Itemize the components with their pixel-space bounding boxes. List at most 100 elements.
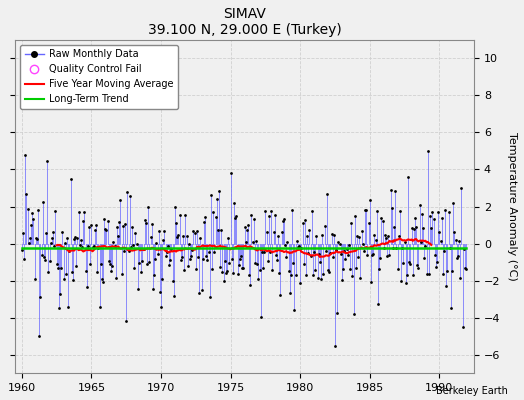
Point [24, 206, 32, 212]
Point [220, 277, 228, 284]
Point [179, 233, 187, 239]
Point [190, 230, 199, 236]
Point [31, 235, 40, 242]
Point [141, 220, 150, 226]
Point [140, 217, 149, 223]
Point [165, 262, 173, 268]
Point [273, 256, 281, 263]
Point [75, 242, 84, 248]
Point [351, 213, 359, 219]
Point [357, 228, 366, 234]
Point [168, 278, 177, 284]
Point [319, 271, 328, 278]
Point [293, 244, 302, 251]
Point [267, 208, 276, 214]
Point [241, 224, 249, 230]
Point [177, 257, 185, 264]
Point [458, 324, 467, 330]
Point [225, 260, 234, 267]
Point [113, 223, 121, 230]
Point [89, 244, 97, 250]
Point [367, 279, 375, 285]
Point [350, 310, 358, 317]
Point [173, 234, 181, 240]
Point [379, 245, 388, 251]
Point [288, 207, 296, 214]
Point [87, 221, 95, 228]
Point [385, 252, 394, 258]
Point [34, 207, 42, 214]
Point [156, 288, 164, 295]
Point [243, 227, 251, 233]
Point [301, 217, 309, 224]
Point [128, 224, 136, 231]
Point [235, 262, 243, 268]
Point [362, 207, 370, 214]
Point [65, 248, 73, 255]
Point [224, 234, 233, 241]
Point [444, 209, 453, 215]
Point [346, 266, 354, 272]
Point [270, 212, 279, 218]
Point [208, 266, 216, 272]
Point [436, 238, 445, 244]
Point [223, 268, 231, 274]
Point [71, 234, 79, 240]
Point [453, 255, 461, 261]
Point [419, 225, 428, 231]
Point [323, 191, 331, 198]
Point [411, 215, 419, 221]
Point [260, 249, 268, 255]
Point [205, 294, 214, 300]
Point [304, 250, 312, 256]
Point [373, 208, 381, 214]
Point [258, 249, 266, 256]
Point [148, 221, 156, 228]
Point [274, 233, 282, 239]
Point [374, 301, 382, 307]
Point [338, 276, 346, 283]
Point [395, 233, 403, 240]
Point [21, 152, 29, 158]
Point [276, 292, 285, 298]
Point [202, 252, 211, 259]
Point [318, 232, 326, 238]
Point [172, 220, 180, 226]
Point [52, 261, 61, 268]
Point [455, 238, 463, 244]
Point [155, 228, 163, 234]
Point [341, 256, 350, 262]
Point [347, 220, 355, 226]
Point [201, 214, 209, 221]
Point [93, 269, 102, 275]
Point [164, 243, 172, 249]
Point [204, 249, 213, 255]
Point [279, 218, 287, 224]
Point [368, 252, 376, 258]
Point [214, 226, 222, 233]
Point [461, 264, 469, 271]
Point [86, 261, 94, 267]
Point [435, 229, 443, 236]
Point [246, 282, 255, 288]
Point [188, 246, 196, 253]
Point [281, 242, 289, 249]
Point [118, 223, 127, 229]
Point [143, 260, 151, 267]
Point [83, 284, 91, 290]
Point [429, 216, 438, 222]
Point [394, 266, 402, 272]
Point [77, 237, 85, 244]
Point [167, 246, 176, 252]
Point [61, 240, 69, 246]
Point [221, 258, 229, 264]
Point [363, 252, 372, 259]
Point [210, 249, 219, 255]
Point [353, 232, 361, 239]
Point [144, 204, 152, 211]
Point [187, 253, 195, 259]
Point [462, 266, 470, 272]
Point [161, 253, 170, 259]
Point [114, 233, 122, 240]
Point [56, 291, 64, 298]
